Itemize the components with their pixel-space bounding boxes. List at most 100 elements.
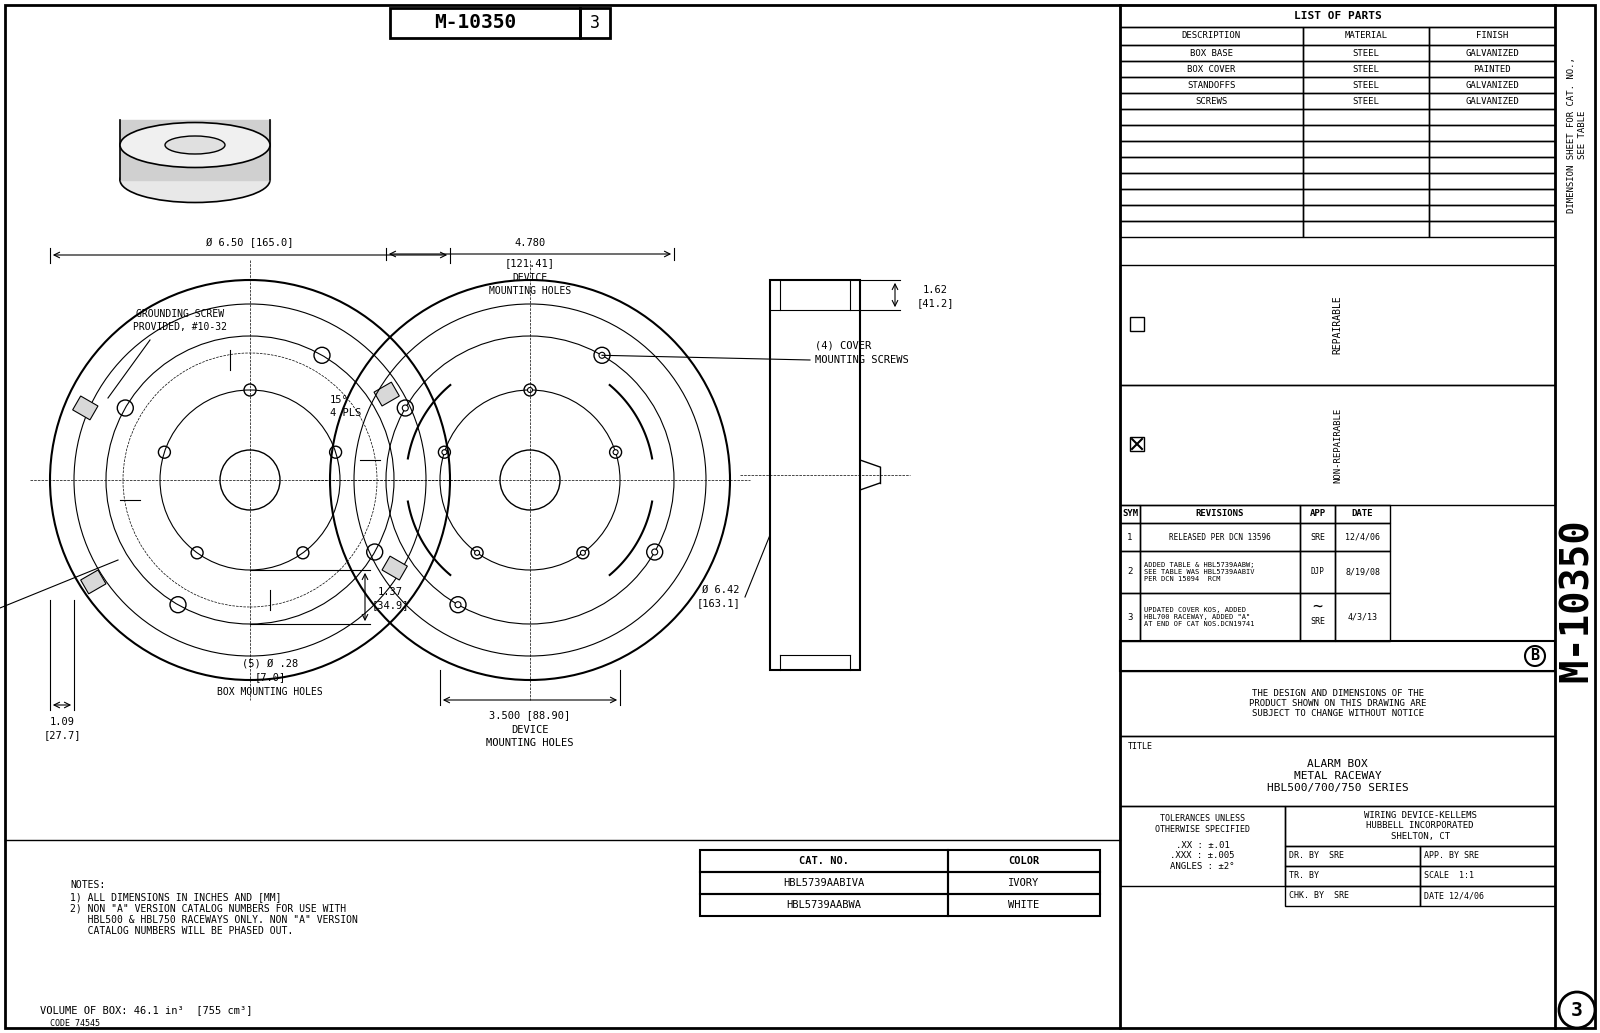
Bar [1130,317,1144,331]
Text: ADDED TABLE & HBL5739AABW;
SEE TABLE WAS HBL5739AABIV
PER DCN 15094  RCM: ADDED TABLE & HBL5739AABW; SEE TABLE WAS… [1144,562,1254,582]
Bar [1120,125,1302,140]
Text: DATE: DATE [1352,509,1373,519]
Text: IVORY: IVORY [1008,878,1040,888]
Bar [1429,27,1555,45]
Bar [701,872,947,894]
Bar [1334,505,1390,523]
Bar [1429,77,1555,93]
Polygon shape [120,120,270,180]
Text: 3: 3 [1128,613,1133,622]
Bar [1302,27,1429,45]
Circle shape [613,449,618,455]
Bar [1302,189,1429,205]
Bar [374,382,400,406]
Bar [1302,205,1429,221]
Bar [1429,173,1555,189]
Bar [80,570,106,594]
Bar [1285,806,1555,846]
Bar [1139,523,1299,551]
Circle shape [402,405,408,411]
Bar [579,8,610,38]
Bar [1302,221,1429,237]
Bar [1120,385,1555,505]
Text: TOLERANCES UNLESS
OTHERWISE SPECIFIED: TOLERANCES UNLESS OTHERWISE SPECIFIED [1155,814,1250,834]
Bar [1302,77,1429,93]
Text: APP: APP [1309,509,1325,519]
Text: GALVANIZED: GALVANIZED [1466,96,1518,105]
Text: 3.500 [88.90]: 3.500 [88.90] [490,710,571,720]
Text: DEVICE: DEVICE [512,273,547,283]
Text: CHK. BY  SRE: CHK. BY SRE [1290,891,1349,901]
Text: HBL5739AABWA: HBL5739AABWA [787,900,861,910]
Text: ~: ~ [1312,598,1323,616]
Text: STANDOFFS: STANDOFFS [1187,81,1235,90]
Text: LIST OF PARTS: LIST OF PARTS [1294,11,1381,21]
Text: 3: 3 [1571,1001,1582,1020]
Text: STEEL: STEEL [1352,96,1379,105]
Text: MOUNTING HOLES: MOUNTING HOLES [486,738,574,748]
Bar [1139,505,1299,523]
Bar [1429,93,1555,109]
Circle shape [454,601,461,607]
Text: 12/4/06: 12/4/06 [1346,532,1379,541]
Bar [1120,45,1302,61]
Bar [1421,886,1555,906]
Text: [41.2]: [41.2] [917,298,954,308]
Bar [1120,641,1555,671]
Bar [382,556,408,580]
Bar [1120,205,1302,221]
Bar [1130,437,1144,451]
Bar [1120,593,1139,641]
Text: REPAIRABLE: REPAIRABLE [1333,295,1342,354]
Bar [1299,593,1334,641]
Bar [1120,551,1139,593]
Text: MOUNTING SCREWS: MOUNTING SCREWS [814,355,909,365]
Bar [1120,93,1302,109]
Text: PROVIDED, #10-32: PROVIDED, #10-32 [133,322,227,332]
Text: 1: 1 [1128,532,1133,541]
Text: B: B [1531,649,1539,663]
Bar [1429,205,1555,221]
Text: TITLE: TITLE [1128,742,1154,751]
Bar [1120,173,1302,189]
Text: UPDATED COVER KOS, ADDED
HBL700 RACEWAY, ADDED "A"
AT END OF CAT NOS.DCN19741: UPDATED COVER KOS, ADDED HBL700 RACEWAY,… [1144,607,1254,627]
Circle shape [475,551,480,556]
Text: TR. BY: TR. BY [1290,872,1320,880]
Bar [1120,109,1302,125]
Text: DIMENSION SHEET FOR CAT. NO.,
SEE TABLE: DIMENSION SHEET FOR CAT. NO., SEE TABLE [1568,57,1587,213]
Bar [1285,886,1421,906]
Bar [1429,109,1555,125]
Circle shape [581,551,586,556]
Bar [1120,140,1302,157]
Text: [34.9]: [34.9] [371,600,408,611]
Text: WHITE: WHITE [1008,900,1040,910]
Bar [1120,671,1555,735]
Bar [1334,523,1390,551]
Text: .XX : ±.01
.XXX : ±.005
ANGLES : ±2°: .XX : ±.01 .XXX : ±.005 ANGLES : ±2° [1171,841,1235,871]
Bar [1302,93,1429,109]
Text: ALARM BOX
METAL RACEWAY
HBL500/700/750 SERIES: ALARM BOX METAL RACEWAY HBL500/700/750 S… [1267,759,1408,792]
Bar [701,850,947,872]
Text: DEVICE: DEVICE [512,725,549,735]
Text: (5) Ø .28: (5) Ø .28 [242,659,298,669]
Bar [1302,140,1429,157]
Text: STEEL: STEEL [1352,49,1379,58]
Text: DR. BY  SRE: DR. BY SRE [1290,851,1344,860]
Text: SCALE  1:1: SCALE 1:1 [1424,872,1474,880]
Bar [1285,846,1421,866]
Text: 1.09: 1.09 [50,717,75,727]
Circle shape [528,387,533,393]
Text: MATERIAL: MATERIAL [1344,31,1387,40]
Bar [1120,735,1555,806]
Bar [1285,866,1421,886]
Text: GALVANIZED: GALVANIZED [1466,81,1518,90]
Text: VOLUME OF BOX: 46.1 in³  [755 cm³]: VOLUME OF BOX: 46.1 in³ [755 cm³] [40,1005,253,1015]
Bar [1120,27,1302,45]
Bar [701,894,947,916]
Bar [1429,189,1555,205]
Bar [1139,551,1299,593]
Text: (4) COVER: (4) COVER [814,340,872,350]
Bar [1120,265,1555,385]
Bar [1299,551,1334,593]
Text: PAINTED: PAINTED [1474,64,1510,73]
